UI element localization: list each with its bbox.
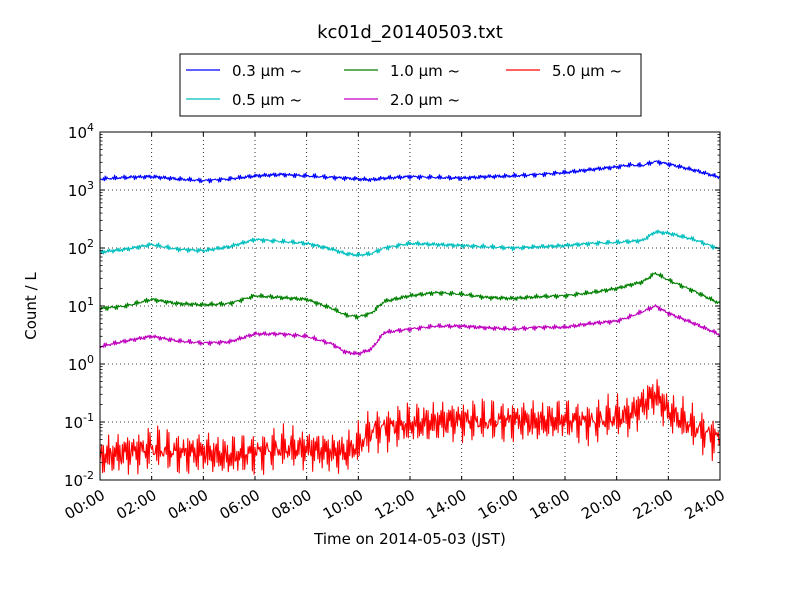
chart-title: kc01d_20140503.txt	[317, 22, 503, 43]
legend-label: 2.0 μm ~	[390, 91, 460, 109]
y-tick-label: 10-1	[64, 411, 94, 432]
y-tick-label: 102	[68, 237, 94, 258]
y-tick-label: 101	[68, 295, 94, 316]
legend-label: 0.5 μm ~	[232, 91, 302, 109]
y-axis: 10-2 10-1 100 101 102 103 104	[64, 121, 720, 490]
series-line	[99, 379, 721, 475]
legend-box	[179, 53, 642, 117]
series-line	[99, 304, 721, 356]
y-tick-label: 103	[68, 179, 94, 200]
series-line	[99, 229, 721, 258]
series-line	[100, 159, 721, 184]
legend-label: 1.0 μm ~	[390, 62, 460, 80]
legend-label: 0.3 μm ~	[232, 62, 302, 80]
series-layer	[99, 159, 721, 475]
y-tick-label: 104	[68, 121, 94, 142]
y-tick-label: 10-2	[64, 469, 94, 490]
y-tick-label: 100	[68, 353, 94, 374]
series-line	[99, 271, 721, 320]
x-axis-label: Time on 2014-05-03 (JST)	[313, 530, 506, 548]
legend-label: 5.0 μm ~	[552, 62, 622, 80]
legend: 0.3 μm ~ 0.5 μm ~ 1.0 μm ~ 2.0 μm ~ 5.0 μm ~	[179, 53, 642, 117]
y-axis-label: Count / L	[22, 272, 40, 340]
